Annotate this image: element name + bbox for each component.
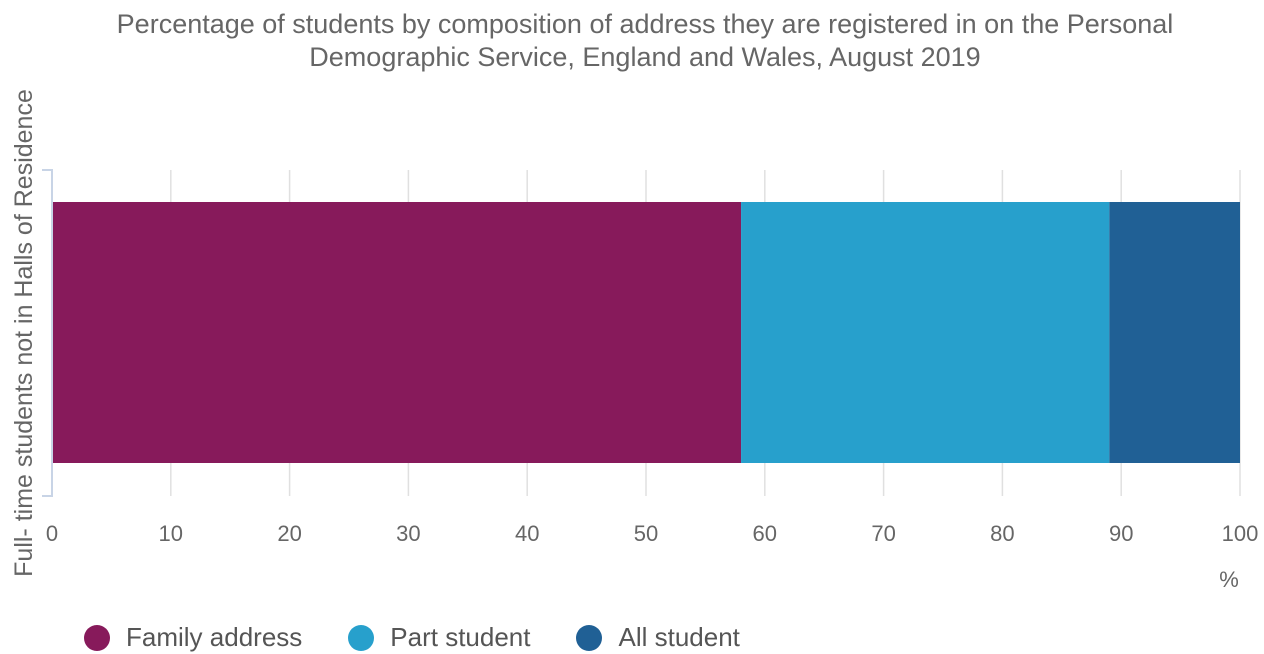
- x-tick-label: 90: [1109, 521, 1133, 546]
- x-axis-label: %: [1219, 567, 1239, 592]
- x-tick-label: 60: [753, 521, 777, 546]
- chart-title: Percentage of students by composition of…: [0, 8, 1264, 74]
- legend-item[interactable]: Part student: [348, 622, 530, 653]
- legend-swatch: [576, 624, 603, 651]
- legend-label: All student: [618, 622, 740, 652]
- bar-segment-all-student: [1109, 202, 1240, 463]
- bar-segments: [52, 202, 1240, 463]
- legend-swatch: [84, 624, 110, 651]
- legend-item[interactable]: Family address: [84, 622, 302, 653]
- y-axis-bracket: [42, 169, 53, 497]
- legend: Family address Part student All student: [84, 622, 786, 653]
- bar-segment-part-student: [741, 202, 1110, 463]
- x-tick-label: 40: [515, 521, 539, 546]
- x-tick-label: 80: [990, 521, 1014, 546]
- x-tick-label: 0: [46, 521, 58, 546]
- legend-swatch: [348, 624, 375, 651]
- legend-label: Family address: [126, 622, 303, 652]
- x-tick-label: 50: [634, 521, 658, 546]
- category-bracket: [42, 169, 53, 497]
- chart-title-line-2: Demographic Service, England and Wales, …: [309, 42, 981, 72]
- chart-title-line-1: Percentage of students by composition of…: [116, 9, 1174, 39]
- bar-segment-family-address: [52, 202, 742, 463]
- legend-item[interactable]: All student: [576, 622, 740, 653]
- x-tick-label: 30: [396, 521, 420, 546]
- x-tick-labels: 0 10 20 30 40 50 60 70 80 90 100: [46, 521, 1258, 546]
- y-axis-label: Full- time students not in Halls of Resi…: [10, 89, 38, 577]
- legend-label: Part student: [390, 622, 531, 652]
- x-tick-label: 20: [277, 521, 301, 546]
- x-tick-label: 70: [871, 521, 895, 546]
- x-tick-label: 100: [1222, 521, 1259, 546]
- x-tick-label: 10: [159, 521, 183, 546]
